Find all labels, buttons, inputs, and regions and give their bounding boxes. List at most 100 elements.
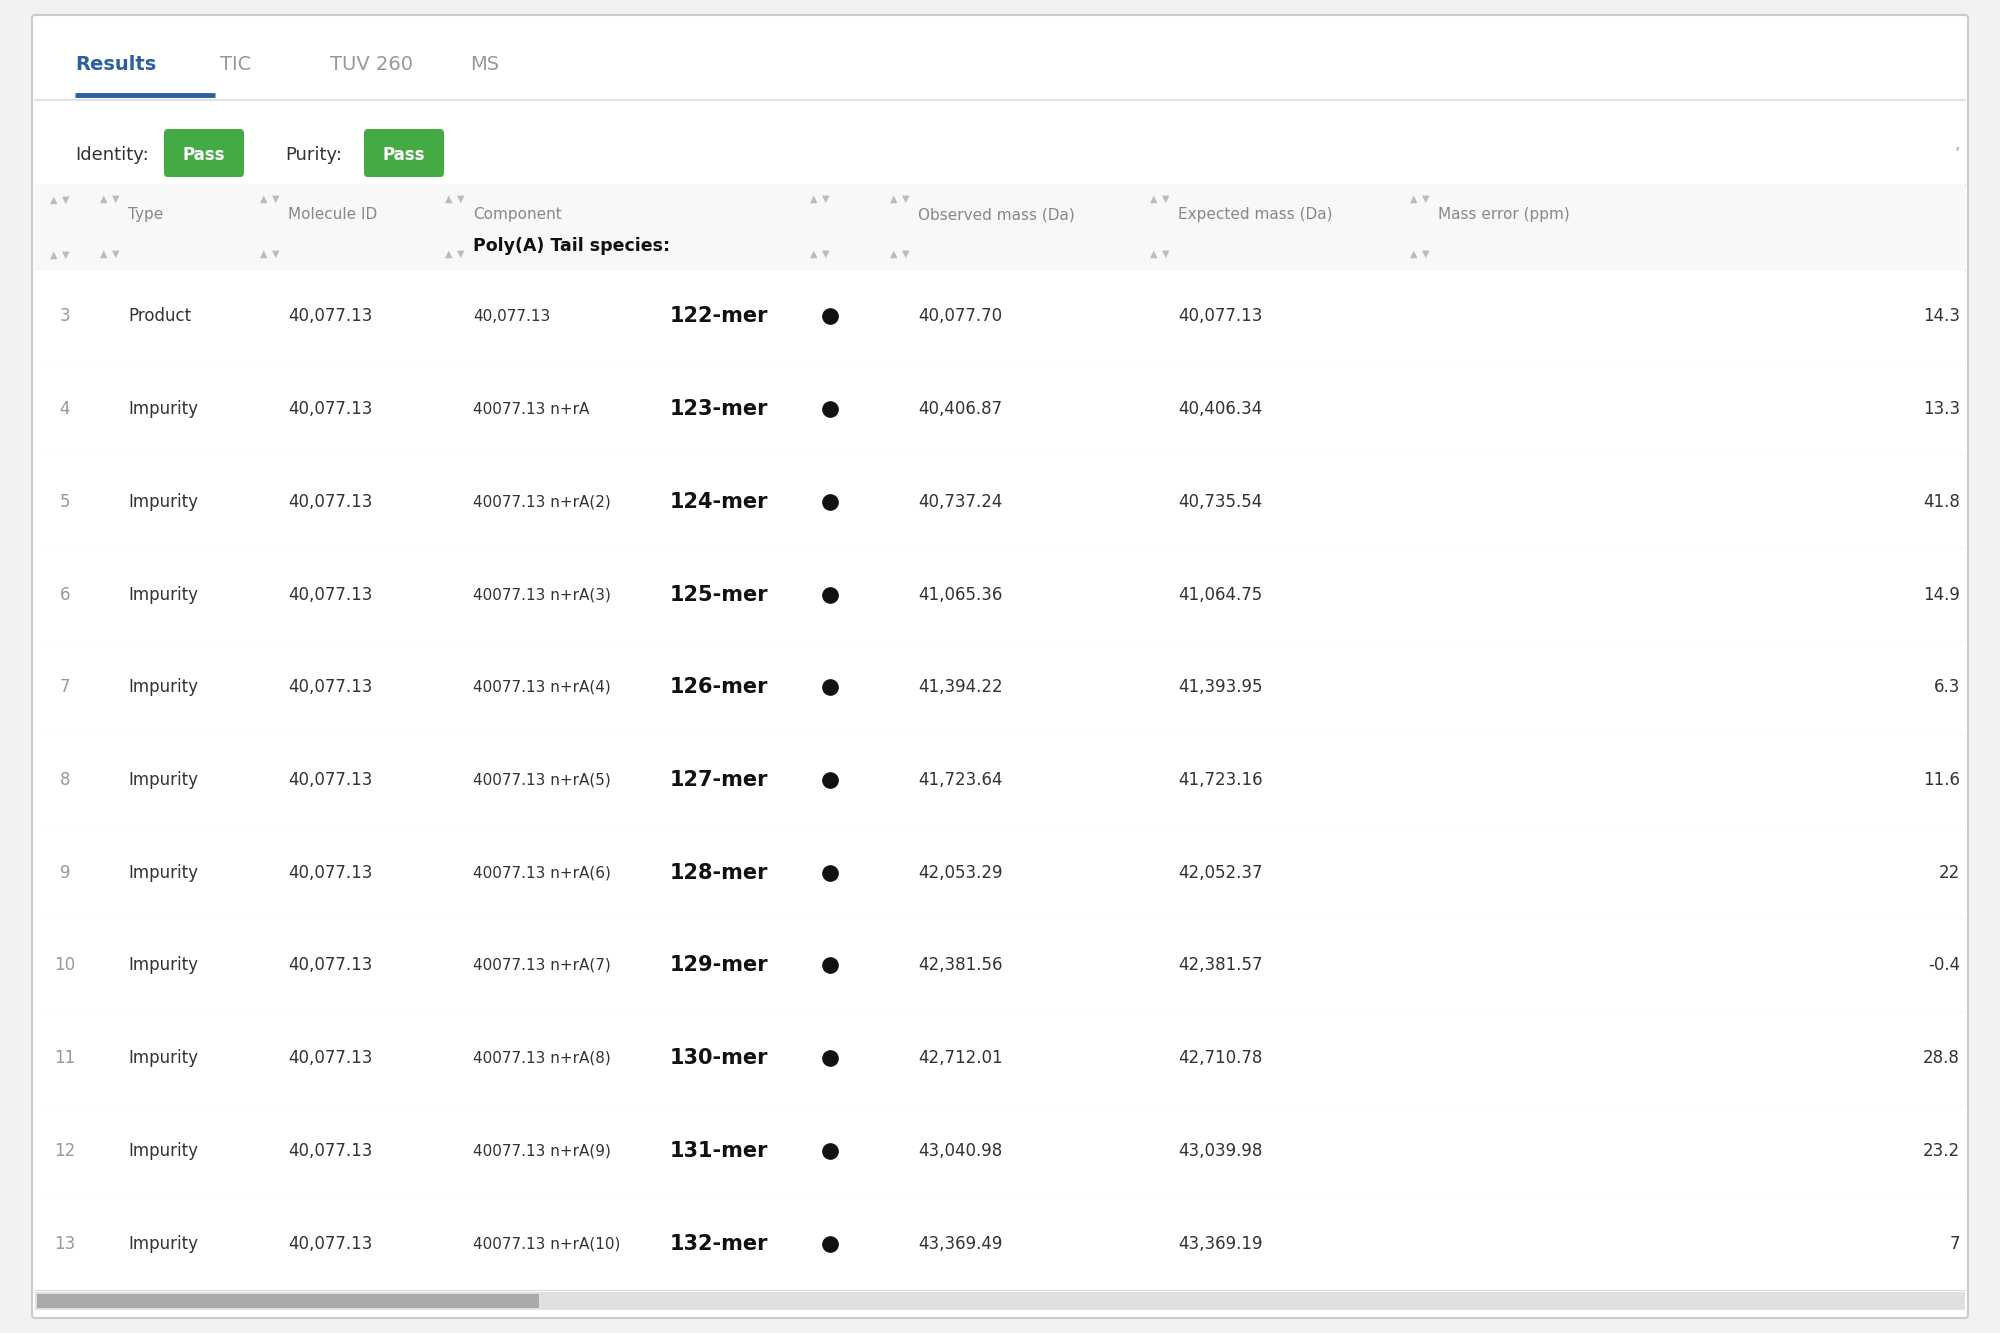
Text: ▲: ▲ <box>890 249 898 259</box>
Text: 41,393.95: 41,393.95 <box>1178 678 1262 696</box>
Text: 40,077.13: 40,077.13 <box>288 1142 372 1160</box>
Text: ▲: ▲ <box>100 195 108 204</box>
Text: ▼: ▼ <box>272 195 280 204</box>
Text: 126-mer: 126-mer <box>670 677 768 697</box>
FancyBboxPatch shape <box>164 129 244 177</box>
Bar <box>36 733 1964 826</box>
Text: Impurity: Impurity <box>128 864 198 881</box>
Text: 43,040.98: 43,040.98 <box>918 1142 1002 1160</box>
Text: 22: 22 <box>1938 864 1960 881</box>
Text: -0.4: -0.4 <box>1928 957 1960 974</box>
Text: 7: 7 <box>1950 1234 1960 1253</box>
Text: 8: 8 <box>60 770 70 789</box>
Text: ▼: ▼ <box>902 249 910 259</box>
Bar <box>36 641 1964 733</box>
FancyBboxPatch shape <box>364 129 444 177</box>
Text: 40,077.13: 40,077.13 <box>288 864 372 881</box>
Text: 40077.13 n+rA(9): 40077.13 n+rA(9) <box>474 1144 610 1158</box>
Text: 122-mer: 122-mer <box>670 307 768 327</box>
Bar <box>36 363 1964 456</box>
Text: 40077.13 n+rA(6): 40077.13 n+rA(6) <box>474 865 610 880</box>
Text: 40077.13 n+rA(4): 40077.13 n+rA(4) <box>474 680 610 694</box>
Text: 14.9: 14.9 <box>1924 585 1960 604</box>
Text: 41.8: 41.8 <box>1924 493 1960 511</box>
Text: 41,065.36: 41,065.36 <box>918 585 1002 604</box>
Text: Impurity: Impurity <box>128 1234 198 1253</box>
Text: 6: 6 <box>60 585 70 604</box>
Text: 40,735.54: 40,735.54 <box>1178 493 1262 511</box>
Text: 40077.13 n+rA(8): 40077.13 n+rA(8) <box>474 1050 610 1065</box>
Bar <box>36 271 1964 363</box>
Bar <box>36 1294 538 1308</box>
Text: ▼: ▼ <box>62 251 70 260</box>
Text: 41,064.75: 41,064.75 <box>1178 585 1262 604</box>
Text: Impurity: Impurity <box>128 585 198 604</box>
Text: 23.2: 23.2 <box>1922 1142 1960 1160</box>
Text: ▲: ▲ <box>1150 195 1158 204</box>
Text: Molecule ID: Molecule ID <box>288 207 378 223</box>
Text: 40,406.87: 40,406.87 <box>918 400 1002 419</box>
Text: 40,406.34: 40,406.34 <box>1178 400 1262 419</box>
Text: ▲: ▲ <box>260 195 268 204</box>
Text: 40,077.70: 40,077.70 <box>918 308 1002 325</box>
Text: ▲: ▲ <box>444 195 452 204</box>
Text: Pass: Pass <box>182 147 226 164</box>
Text: ▼: ▼ <box>272 249 280 259</box>
Text: ▲: ▲ <box>50 195 58 205</box>
Text: ▲: ▲ <box>810 249 818 259</box>
Text: 28.8: 28.8 <box>1924 1049 1960 1068</box>
Text: 40077.13 n+rA(3): 40077.13 n+rA(3) <box>474 587 610 603</box>
FancyBboxPatch shape <box>32 15 1968 1318</box>
Text: 124-mer: 124-mer <box>670 492 768 512</box>
Text: 14.3: 14.3 <box>1924 308 1960 325</box>
Text: 9: 9 <box>60 864 70 881</box>
Text: 43,039.98: 43,039.98 <box>1178 1142 1262 1160</box>
Text: 41,723.64: 41,723.64 <box>918 770 1002 789</box>
Text: Type: Type <box>128 207 164 223</box>
Text: ▼: ▼ <box>822 249 830 259</box>
Bar <box>36 185 1964 271</box>
Text: Pass: Pass <box>382 147 426 164</box>
Text: ▲: ▲ <box>1410 195 1418 204</box>
Text: 40077.13 n+rA: 40077.13 n+rA <box>474 401 590 417</box>
Bar <box>36 1197 1964 1290</box>
Text: 11: 11 <box>54 1049 76 1068</box>
Text: 40,077.13: 40,077.13 <box>288 770 372 789</box>
Text: 43,369.19: 43,369.19 <box>1178 1234 1262 1253</box>
Text: 3: 3 <box>60 308 70 325</box>
Text: ▼: ▼ <box>1162 249 1170 259</box>
Text: Expected mass (Da): Expected mass (Da) <box>1178 207 1332 223</box>
Text: 40,077.13: 40,077.13 <box>1178 308 1262 325</box>
Text: 129-mer: 129-mer <box>670 956 768 976</box>
Text: 40,737.24: 40,737.24 <box>918 493 1002 511</box>
Text: Purity:: Purity: <box>286 147 342 164</box>
Text: Impurity: Impurity <box>128 770 198 789</box>
Text: ▼: ▼ <box>456 249 464 259</box>
Text: Results: Results <box>76 56 156 75</box>
Text: Impurity: Impurity <box>128 678 198 696</box>
Text: 41,394.22: 41,394.22 <box>918 678 1002 696</box>
Bar <box>36 1012 1964 1105</box>
Text: Mass error (ppm): Mass error (ppm) <box>1438 207 1570 223</box>
Bar <box>36 1105 1964 1197</box>
Text: ▲: ▲ <box>890 195 898 204</box>
Text: 40077.13 n+rA(7): 40077.13 n+rA(7) <box>474 958 610 973</box>
Text: 12: 12 <box>54 1142 76 1160</box>
Text: Impurity: Impurity <box>128 1049 198 1068</box>
Text: 42,710.78: 42,710.78 <box>1178 1049 1262 1068</box>
Text: 40,077.13: 40,077.13 <box>288 400 372 419</box>
Text: Impurity: Impurity <box>128 1142 198 1160</box>
Text: 13: 13 <box>54 1234 76 1253</box>
Text: ▲: ▲ <box>50 251 58 260</box>
Text: 40077.13 n+rA(10): 40077.13 n+rA(10) <box>474 1236 620 1252</box>
Text: ▲: ▲ <box>260 249 268 259</box>
Text: 40077.13 n+rA(5): 40077.13 n+rA(5) <box>474 773 610 788</box>
Text: ▲: ▲ <box>810 195 818 204</box>
Text: Identity:: Identity: <box>76 147 148 164</box>
Text: 13.3: 13.3 <box>1922 400 1960 419</box>
Text: TUV 260: TUV 260 <box>330 56 414 75</box>
Text: 5: 5 <box>60 493 70 511</box>
Text: ▼: ▼ <box>822 195 830 204</box>
Text: Impurity: Impurity <box>128 493 198 511</box>
Text: 40077.13 n+rA(2): 40077.13 n+rA(2) <box>474 495 610 509</box>
